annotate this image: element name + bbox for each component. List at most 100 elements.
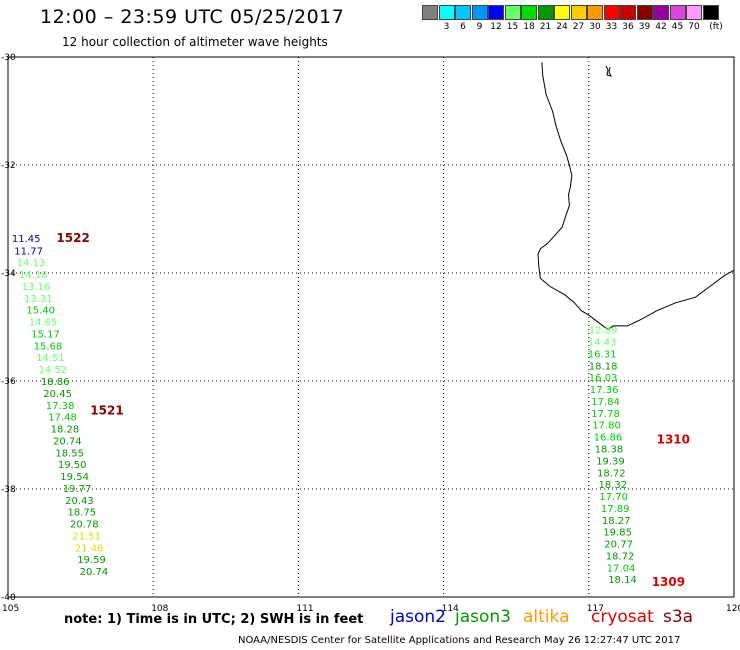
footer-note: note: 1) Time is in UTC; 2) SWH is in fe… bbox=[64, 612, 364, 627]
wave-height-value: 18.72 bbox=[606, 551, 635, 562]
legend-label: 24 bbox=[556, 22, 568, 32]
legend-swatch bbox=[488, 5, 504, 20]
satellite-jason3: jason3 bbox=[455, 607, 511, 627]
wave-height-value: 19.54 bbox=[60, 472, 89, 483]
legend-swatch bbox=[702, 5, 719, 20]
map-title: 12:00 – 23:59 UTC 05/25/2017 bbox=[40, 6, 345, 28]
lon-label: 120 bbox=[726, 604, 740, 614]
wave-height-value: 19.77 bbox=[63, 484, 92, 495]
lat-label: -36 bbox=[1, 377, 16, 387]
map-frame bbox=[7, 56, 735, 598]
legend-label: 18 bbox=[523, 22, 535, 32]
wave-height-value: 14.43 bbox=[588, 338, 617, 349]
wave-height-value: 20.45 bbox=[43, 389, 72, 400]
wave-height-value: 13.16 bbox=[22, 282, 51, 293]
wave-height-value: 18.18 bbox=[589, 361, 618, 372]
wave-height-value: 19.85 bbox=[603, 528, 632, 539]
wave-height-value: 17.80 bbox=[592, 421, 621, 432]
wave-height-value: 14.65 bbox=[29, 318, 58, 329]
wave-height-value: 16.03 bbox=[589, 373, 618, 384]
legend-swatch bbox=[587, 5, 603, 20]
lat-label: -38 bbox=[1, 485, 16, 495]
wave-height-value: 17.36 bbox=[590, 385, 619, 396]
satellite-jason2: jason2 bbox=[390, 607, 446, 627]
legend-label: 30 bbox=[589, 22, 601, 32]
wave-height-value: 20.77 bbox=[604, 540, 633, 551]
satellite-s3a: s3a bbox=[663, 607, 694, 627]
wave-height-value: 17.48 bbox=[48, 413, 77, 424]
wave-height-value: 19.59 bbox=[77, 555, 106, 566]
legend-swatch bbox=[653, 5, 669, 20]
legend-label: 39 bbox=[638, 22, 651, 32]
wave-height-value: 14.18 bbox=[19, 270, 48, 281]
pass-number: 1310 bbox=[657, 432, 690, 446]
legend-swatch bbox=[636, 5, 653, 20]
wave-height-value: 18.38 bbox=[595, 445, 624, 456]
lon-label: 114 bbox=[442, 604, 459, 614]
wave-height-value: 16.31 bbox=[588, 350, 617, 361]
pass-number: 1521 bbox=[90, 404, 123, 418]
legend-label: 3 bbox=[443, 22, 450, 32]
wave-height-value: 11.77 bbox=[14, 246, 43, 257]
pass-number: 1522 bbox=[56, 231, 89, 245]
wave-height-value: 14.51 bbox=[36, 353, 65, 364]
legend-label: 21 bbox=[539, 22, 552, 32]
wave-height-value: 17.38 bbox=[46, 401, 75, 412]
wave-height-value: 18.32 bbox=[599, 480, 628, 491]
lat-label: -32 bbox=[1, 161, 16, 171]
wave-height-value: 21.51 bbox=[72, 531, 101, 542]
legend-swatch bbox=[455, 5, 471, 20]
legend-label: 15 bbox=[506, 22, 519, 32]
wave-height-value: 20.78 bbox=[70, 520, 99, 531]
legend-label: 36 bbox=[622, 22, 634, 32]
wave-height-value: 18.28 bbox=[51, 425, 80, 436]
wave-height-value: 19.39 bbox=[596, 456, 625, 467]
legend-swatch bbox=[570, 5, 587, 20]
wave-height-value: 13.31 bbox=[24, 294, 53, 305]
wave-height-value: 11.45 bbox=[12, 234, 41, 245]
wave-height-value: 14.52 bbox=[39, 365, 68, 376]
lon-label: 108 bbox=[151, 604, 168, 614]
wave-height-value: 17.70 bbox=[599, 492, 628, 503]
satellite-cryosat: cryosat bbox=[591, 607, 654, 627]
legend-unit: (ft) bbox=[709, 22, 723, 32]
wave-height-value: 18.86 bbox=[41, 377, 70, 388]
wave-height-value: 18.55 bbox=[55, 448, 84, 459]
wave-height-value: 20.74 bbox=[80, 567, 109, 578]
legend-swatch bbox=[521, 5, 537, 20]
legend-swatch bbox=[686, 5, 702, 20]
wave-height-value: 16.86 bbox=[594, 433, 623, 444]
legend-swatch bbox=[471, 5, 488, 20]
legend-swatch bbox=[554, 5, 570, 20]
wave-height-value: 12.89 bbox=[589, 326, 618, 337]
wave-height-value: 17.04 bbox=[607, 563, 636, 574]
wave-height-value: 15.40 bbox=[26, 306, 55, 317]
lon-label: 117 bbox=[587, 604, 604, 614]
wave-height-value: 18.14 bbox=[608, 575, 637, 586]
wave-height-value: 14.13 bbox=[17, 258, 46, 269]
legend-swatch bbox=[438, 5, 455, 20]
credit-line: NOAA/NESDIS Center for Satellite Applica… bbox=[238, 635, 681, 646]
legend-swatch bbox=[669, 5, 686, 20]
wave-height-value: 20.74 bbox=[53, 436, 82, 447]
coastline bbox=[537, 62, 735, 331]
legend-label: 6 bbox=[460, 22, 466, 32]
lon-label: 105 bbox=[2, 604, 19, 614]
legend-swatch bbox=[504, 5, 521, 20]
wave-height-value: 18.72 bbox=[597, 468, 626, 479]
legend-label: 27 bbox=[572, 22, 585, 32]
legend-label: 45 bbox=[671, 22, 684, 32]
wave-height-value: 18.27 bbox=[602, 516, 631, 527]
wave-height-value: 17.89 bbox=[601, 504, 630, 515]
legend-label: 12 bbox=[490, 22, 502, 32]
legend-swatch bbox=[422, 5, 438, 20]
legend-swatch bbox=[537, 5, 554, 20]
island bbox=[605, 65, 612, 77]
pass-number: 1309 bbox=[652, 575, 685, 589]
lat-label: -40 bbox=[1, 593, 16, 603]
wave-height-value: 21.46 bbox=[75, 543, 104, 554]
lat-label: -34 bbox=[1, 269, 16, 279]
legend-label: 42 bbox=[655, 22, 667, 32]
satellite-altika: altika bbox=[523, 607, 570, 627]
